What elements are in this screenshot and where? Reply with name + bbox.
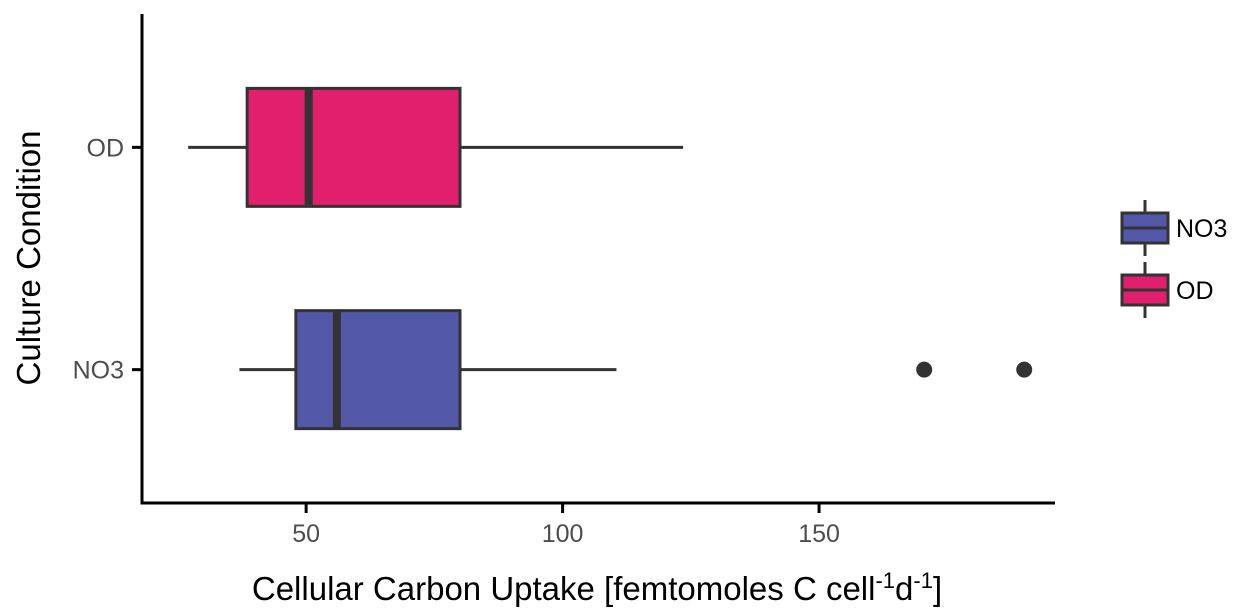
boxes-layer xyxy=(188,86,1033,431)
x-axis-title-sup1: -1 xyxy=(875,568,895,593)
legend-item-no3: NO3 xyxy=(1120,200,1227,256)
y-tick-label-od: OD xyxy=(87,134,125,162)
x-axis-title-end: ] xyxy=(933,570,942,607)
x-axis-title-mid: d xyxy=(895,570,913,607)
box-group-od xyxy=(188,86,684,208)
legend-item-od: OD xyxy=(1120,262,1214,318)
outlier-point-no3-2 xyxy=(1016,361,1033,378)
legend-label-od: OD xyxy=(1176,277,1214,305)
outlier-point-no3-1 xyxy=(916,361,933,378)
box-od xyxy=(245,86,462,208)
legend: NO3 OD xyxy=(1120,200,1227,318)
box-group-no3 xyxy=(239,309,1033,431)
box-no3 xyxy=(294,309,462,431)
y-axis-title: Culture Condition xyxy=(10,131,47,386)
x-axis-title-sup2: -1 xyxy=(913,568,933,593)
x-axis-title: Cellular Carbon Uptake [femtomoles C cel… xyxy=(252,568,942,607)
x-tick-label-50: 50 xyxy=(292,520,320,548)
x-tick-label-150: 150 xyxy=(798,520,840,548)
x-axis-title-main: Cellular Carbon Uptake [femtomoles C cel… xyxy=(252,570,876,607)
axes-layer xyxy=(140,14,1055,505)
x-ticks-layer: 50 100 150 xyxy=(292,503,840,548)
y-tick-label-no3: NO3 xyxy=(73,357,124,385)
x-tick-label-100: 100 xyxy=(542,520,584,548)
y-ticks-layer: OD NO3 xyxy=(73,134,142,385)
legend-label-no3: NO3 xyxy=(1176,215,1227,243)
